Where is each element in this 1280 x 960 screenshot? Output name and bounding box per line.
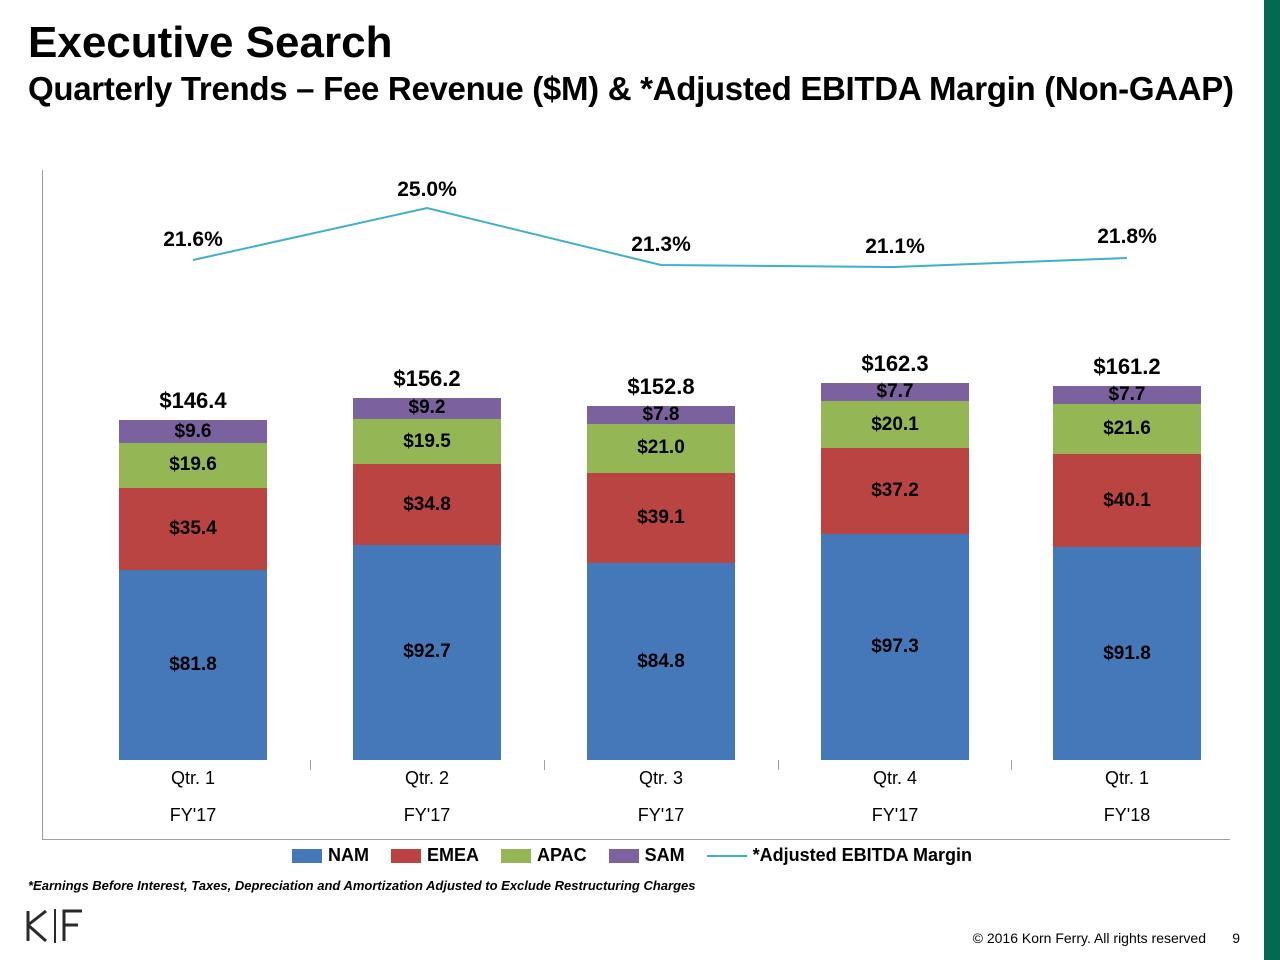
bar-segment-sam: $7.8 (587, 406, 735, 424)
tick-quarter: Qtr. 3 (591, 768, 731, 789)
bar-segment-sam: $9.2 (353, 398, 501, 419)
bar-segment-emea: $40.1 (1053, 454, 1201, 547)
bar-segment-emea: $34.8 (353, 464, 501, 545)
bar-group: $7.7$20.1$37.2$97.3$162.3 (821, 383, 969, 760)
x-axis-tick: Qtr. 1 FY'17 (123, 760, 263, 826)
copyright-text: © 2016 Korn Ferry. All rights reserved (973, 930, 1206, 946)
tick-fy: FY'17 (591, 805, 731, 826)
ebitda-margin-label: 21.3% (631, 233, 691, 257)
page-number: 9 (1232, 930, 1240, 946)
tick-quarter: Qtr. 4 (825, 768, 965, 789)
bar-total-label: $161.2 (1053, 354, 1201, 380)
bar-group: $9.2$19.5$34.8$92.7$156.2 (353, 398, 501, 760)
x-axis-tick: Qtr. 1 FY'18 (1057, 760, 1197, 826)
bar-segment-apac: $19.5 (353, 419, 501, 464)
bar-segment-emea: $35.4 (119, 488, 267, 570)
page-title: Executive Search (28, 18, 1234, 68)
bar-segment-nam: $84.8 (587, 563, 735, 760)
tick-fy: FY'17 (123, 805, 263, 826)
legend-line-swatch-icon (707, 855, 747, 857)
legend-item-apac: APAC (501, 845, 587, 866)
bar-total-label: $156.2 (353, 366, 501, 392)
footnote: *Earnings Before Interest, Taxes, Deprec… (28, 878, 695, 893)
chart-container: $9.6$19.6$35.4$81.8$146.4$9.2$19.5$34.8$… (42, 170, 1230, 840)
bar-group: $7.7$21.6$40.1$91.8$161.2 (1053, 386, 1201, 760)
chart-legend: NAM EMEA APAC SAM *Adjusted EBITDA Margin (0, 840, 1264, 870)
tick-quarter: Qtr. 2 (357, 768, 497, 789)
legend-item-ebitda-margin: *Adjusted EBITDA Margin (707, 845, 972, 866)
korn-ferry-logo-icon (24, 907, 86, 950)
x-axis-tick: Qtr. 4 FY'17 (825, 760, 965, 826)
bar-segment-sam: $7.7 (1053, 386, 1201, 404)
bar-total-label: $162.3 (821, 351, 969, 377)
bar-segment-sam: $9.6 (119, 420, 267, 442)
legend-item-sam: SAM (609, 845, 685, 866)
tick-fy: FY'17 (357, 805, 497, 826)
bar-group: $7.8$21.0$39.1$84.8$152.8 (587, 406, 735, 760)
bar-segment-nam: $91.8 (1053, 547, 1201, 760)
ebitda-margin-label: 25.0% (397, 178, 457, 202)
bar-group: $9.6$19.6$35.4$81.8$146.4 (119, 420, 267, 760)
tick-fy: FY'17 (825, 805, 965, 826)
bar-segment-apac: $21.0 (587, 424, 735, 473)
bar-segment-nam: $81.8 (119, 570, 267, 760)
bar-segment-sam: $7.7 (821, 383, 969, 401)
page-subtitle: Quarterly Trends – Fee Revenue ($M) & *A… (28, 70, 1234, 108)
ebitda-margin-label: 21.8% (1097, 225, 1157, 249)
x-axis-tick: Qtr. 2 FY'17 (357, 760, 497, 826)
x-axis-tick: Qtr. 3 FY'17 (591, 760, 731, 826)
legend-swatch-icon (292, 849, 322, 863)
legend-item-emea: EMEA (391, 845, 479, 866)
legend-swatch-icon (501, 849, 531, 863)
title-block: Executive Search Quarterly Trends – Fee … (28, 18, 1234, 108)
tick-quarter: Qtr. 1 (1057, 768, 1197, 789)
legend-swatch-icon (391, 849, 421, 863)
slide: Executive Search Quarterly Trends – Fee … (0, 0, 1280, 960)
tick-quarter: Qtr. 1 (123, 768, 263, 789)
legend-item-nam: NAM (292, 845, 369, 866)
ebitda-margin-label: 21.6% (163, 228, 223, 252)
bar-segment-apac: $20.1 (821, 401, 969, 448)
bar-segment-nam: $92.7 (353, 545, 501, 760)
bar-segment-apac: $21.6 (1053, 404, 1201, 454)
ebitda-margin-label: 21.1% (865, 235, 925, 259)
bar-segment-nam: $97.3 (821, 534, 969, 760)
legend-swatch-icon (609, 849, 639, 863)
bar-segment-apac: $19.6 (119, 443, 267, 488)
chart-bars-area: $9.6$19.6$35.4$81.8$146.4$9.2$19.5$34.8$… (43, 170, 1230, 760)
tick-fy: FY'18 (1057, 805, 1197, 826)
bar-total-label: $152.8 (587, 374, 735, 400)
chart-x-axis: Qtr. 1 FY'17 Qtr. 2 FY'17 Qtr. 3 FY'17 Qtr. 4 F… (43, 760, 1230, 840)
bar-segment-emea: $39.1 (587, 473, 735, 564)
bar-segment-emea: $37.2 (821, 448, 969, 534)
bar-total-label: $146.4 (119, 388, 267, 414)
